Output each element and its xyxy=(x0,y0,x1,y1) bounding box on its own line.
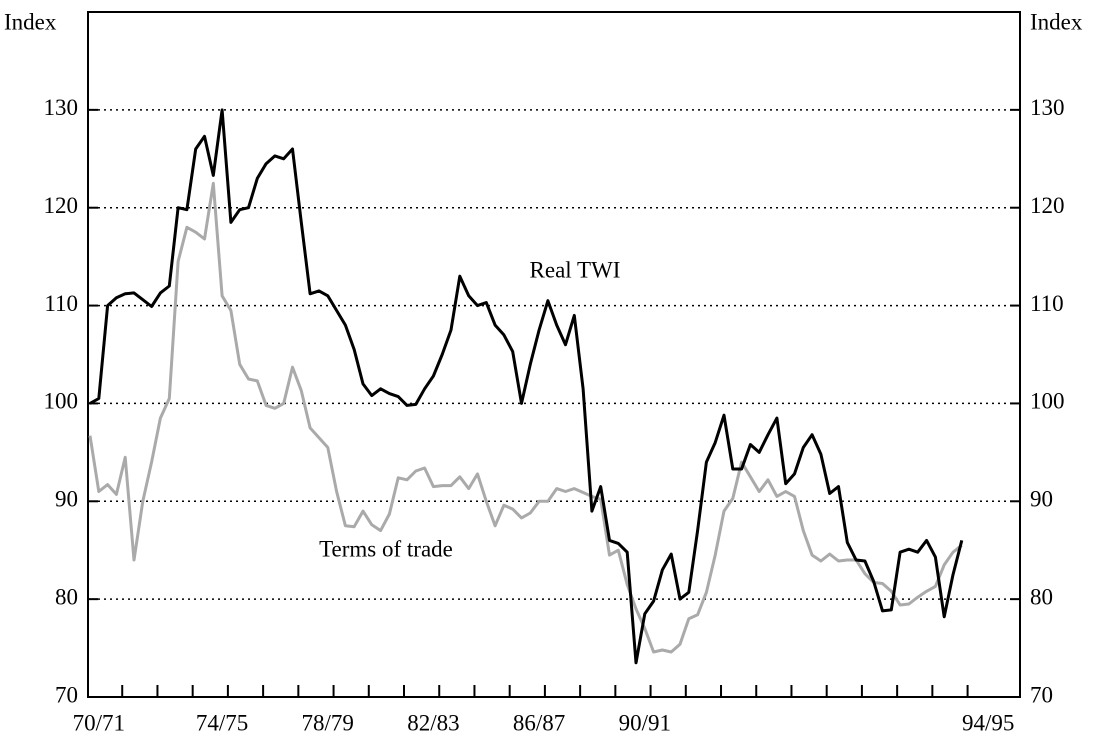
y2-tick-label: 80 xyxy=(1030,584,1053,609)
x-tick-label: 90/91 xyxy=(619,710,671,735)
y-tick-label: 90 xyxy=(55,487,78,512)
x-tick-label: 82/83 xyxy=(407,710,459,735)
x-tick-label: 86/87 xyxy=(513,710,565,735)
series-annotation: Terms of trade xyxy=(319,536,453,561)
y-tick-label: 110 xyxy=(44,291,78,316)
y2-axis-title: Index xyxy=(1030,9,1083,34)
plot-frame xyxy=(87,11,1021,698)
y2-tick-label: 120 xyxy=(1030,193,1065,218)
y2-tick-label: 100 xyxy=(1030,389,1065,414)
y2-tick-label: 110 xyxy=(1030,291,1064,316)
y-tick-label: 70 xyxy=(55,682,78,707)
x-tick-label: 78/79 xyxy=(302,710,354,735)
y-tick-label: 120 xyxy=(44,193,79,218)
y-axis-title: Index xyxy=(4,9,57,34)
y-tick-label: 130 xyxy=(44,95,79,120)
series-line xyxy=(89,108,964,665)
x-tick-label: 70/71 xyxy=(73,710,125,735)
x-tick-label: 74/75 xyxy=(196,710,248,735)
y2-tick-label: 130 xyxy=(1030,95,1065,120)
series-line xyxy=(88,181,963,654)
y-tick-label: 100 xyxy=(44,389,79,414)
y2-tick-label: 90 xyxy=(1030,487,1053,512)
y-tick-label: 80 xyxy=(55,584,78,609)
y2-tick-label: 70 xyxy=(1030,682,1053,707)
x-tick-label: 94/95 xyxy=(962,710,1014,735)
series-annotation: Real TWI xyxy=(530,257,621,282)
